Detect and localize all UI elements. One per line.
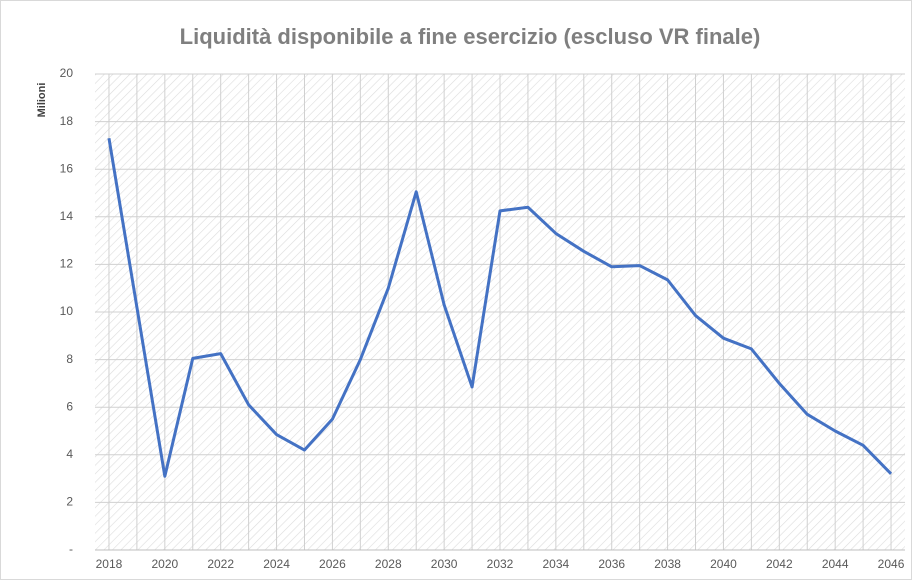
x-tick-label: 2028: [375, 557, 402, 571]
x-tick-label: 2022: [207, 557, 234, 571]
x-tick-label: 2030: [431, 557, 458, 571]
x-tick-label: 2032: [487, 557, 514, 571]
x-tick-label: 2044: [822, 557, 849, 571]
x-tick-label: 2036: [598, 557, 625, 571]
x-tick-label: 2040: [710, 557, 737, 571]
x-tick-label: 2020: [151, 557, 178, 571]
x-tick-label: 2024: [263, 557, 290, 571]
y-tick-label: 10: [60, 304, 74, 318]
y-tick-label: 2: [66, 495, 73, 509]
x-tick-label: 2034: [543, 557, 570, 571]
data-line: [107, 138, 893, 478]
x-tick-label: 2018: [96, 557, 123, 571]
y-tick-label: 16: [60, 161, 74, 175]
y-tick-label: 6: [66, 399, 73, 413]
y-tick-label: 8: [66, 352, 73, 366]
y-tick-label: 12: [60, 257, 74, 271]
x-tick-label: 2038: [654, 557, 681, 571]
y-tick-label: -: [69, 542, 73, 556]
y-tick-label: 18: [60, 114, 74, 128]
x-tick-label: 2042: [766, 557, 793, 571]
y-axis-label: Milioni: [36, 83, 48, 118]
chart-title: Liquidità disponibile a fine esercizio (…: [180, 24, 761, 49]
x-tick-label: 2046: [878, 557, 905, 571]
y-tick-label: 4: [66, 447, 73, 461]
y-tick-label: 14: [60, 209, 74, 223]
x-tick-label: 2026: [319, 557, 346, 571]
y-tick-label: 20: [60, 66, 74, 80]
